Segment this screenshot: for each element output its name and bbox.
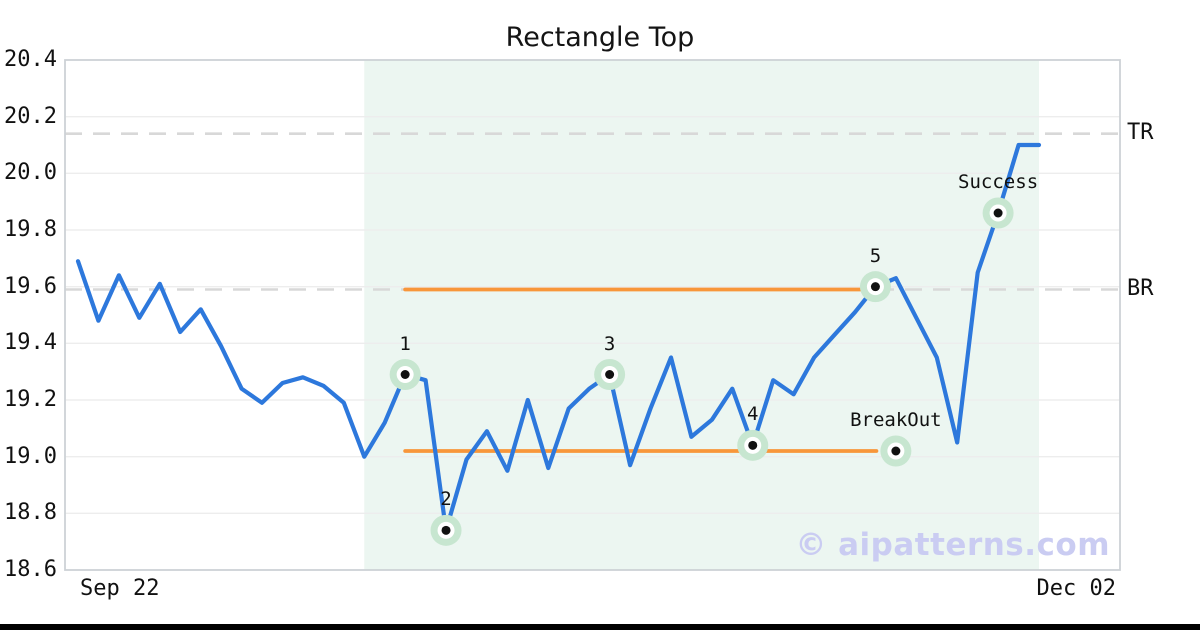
x-tick-label-start: Sep 22 (80, 576, 160, 601)
annotation-label-3: 3 (603, 332, 616, 355)
watermark: © aipatterns.com (795, 527, 1110, 563)
guide-label-tr: TR (1127, 119, 1154, 145)
annotation-label-2: 2 (440, 488, 452, 511)
annotation-label-1: 1 (399, 332, 411, 355)
pattern-region (364, 60, 1039, 570)
annotation-label-breakout: BreakOut (850, 409, 942, 431)
y-tick-label: 18.6 (4, 557, 57, 582)
y-tick-label: 20.0 (4, 160, 57, 186)
y-tick-label: 19.0 (4, 443, 57, 469)
annotation-label-5: 5 (869, 244, 882, 267)
marker-dot (441, 525, 451, 535)
guide-label-br: BR (1127, 275, 1154, 301)
chart-title: Rectangle Top (505, 22, 695, 53)
y-tick-label: 19.6 (4, 273, 57, 299)
marker-dot (605, 370, 615, 379)
footer-bar (0, 624, 1200, 630)
y-tick-label: 19.2 (4, 387, 57, 412)
y-tick-label: 19.8 (4, 217, 57, 242)
plot-border (64, 59, 1121, 571)
y-tick-label: 18.8 (4, 500, 57, 526)
y-tick-label: 19.4 (4, 330, 57, 356)
annotation-label-4: 4 (747, 403, 759, 426)
y-tick-label: 20.4 (4, 47, 57, 72)
marker-dot (870, 282, 880, 292)
annotation-label-success: Success (958, 171, 1039, 193)
x-tick-label-end: Dec 02 (1036, 576, 1116, 601)
marker-dot (891, 446, 901, 456)
marker-dot (993, 208, 1003, 218)
y-tick-label: 20.2 (4, 103, 57, 129)
marker-dot (748, 440, 758, 450)
marker-dot (400, 370, 410, 379)
